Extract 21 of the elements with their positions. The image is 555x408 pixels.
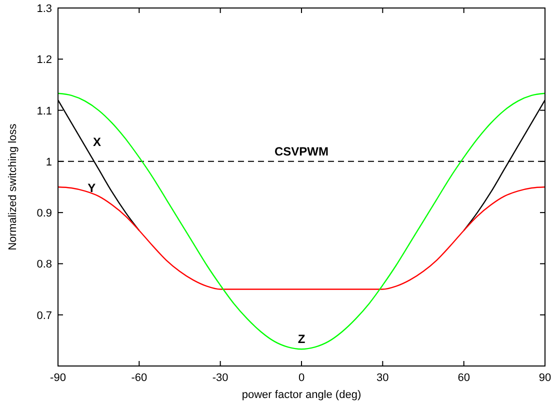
x-tick-label: -90 [50,372,66,384]
y-tick-label: 1.1 [36,105,52,118]
x-tick-label: 30 [376,372,389,384]
x-tick-label: 90 [538,372,552,384]
y-tick-label: 0.9 [36,208,52,220]
ref-line-label: CSVPWM [274,144,329,158]
y-tick-label: 0.8 [36,258,52,271]
x-tick-label: 60 [458,372,470,384]
line-series [57,92,546,350]
y-tick-label: 1.3 [36,3,52,15]
y-tick-label: 1.2 [36,54,52,66]
annotation: X [93,135,102,150]
x-axis-title: power factor angle (deg) [242,389,362,401]
x-tick-label: 0 [298,372,305,384]
annotation: Z [298,332,306,346]
annotation: Y [88,181,96,196]
y-tick-label: 0.7 [36,310,52,322]
x-tick-label: -60 [131,372,148,384]
y-tick-label: 1 [46,156,52,168]
x-tick-label: -30 [212,372,228,384]
y-axis-title: Normalized switching loss [7,123,19,250]
